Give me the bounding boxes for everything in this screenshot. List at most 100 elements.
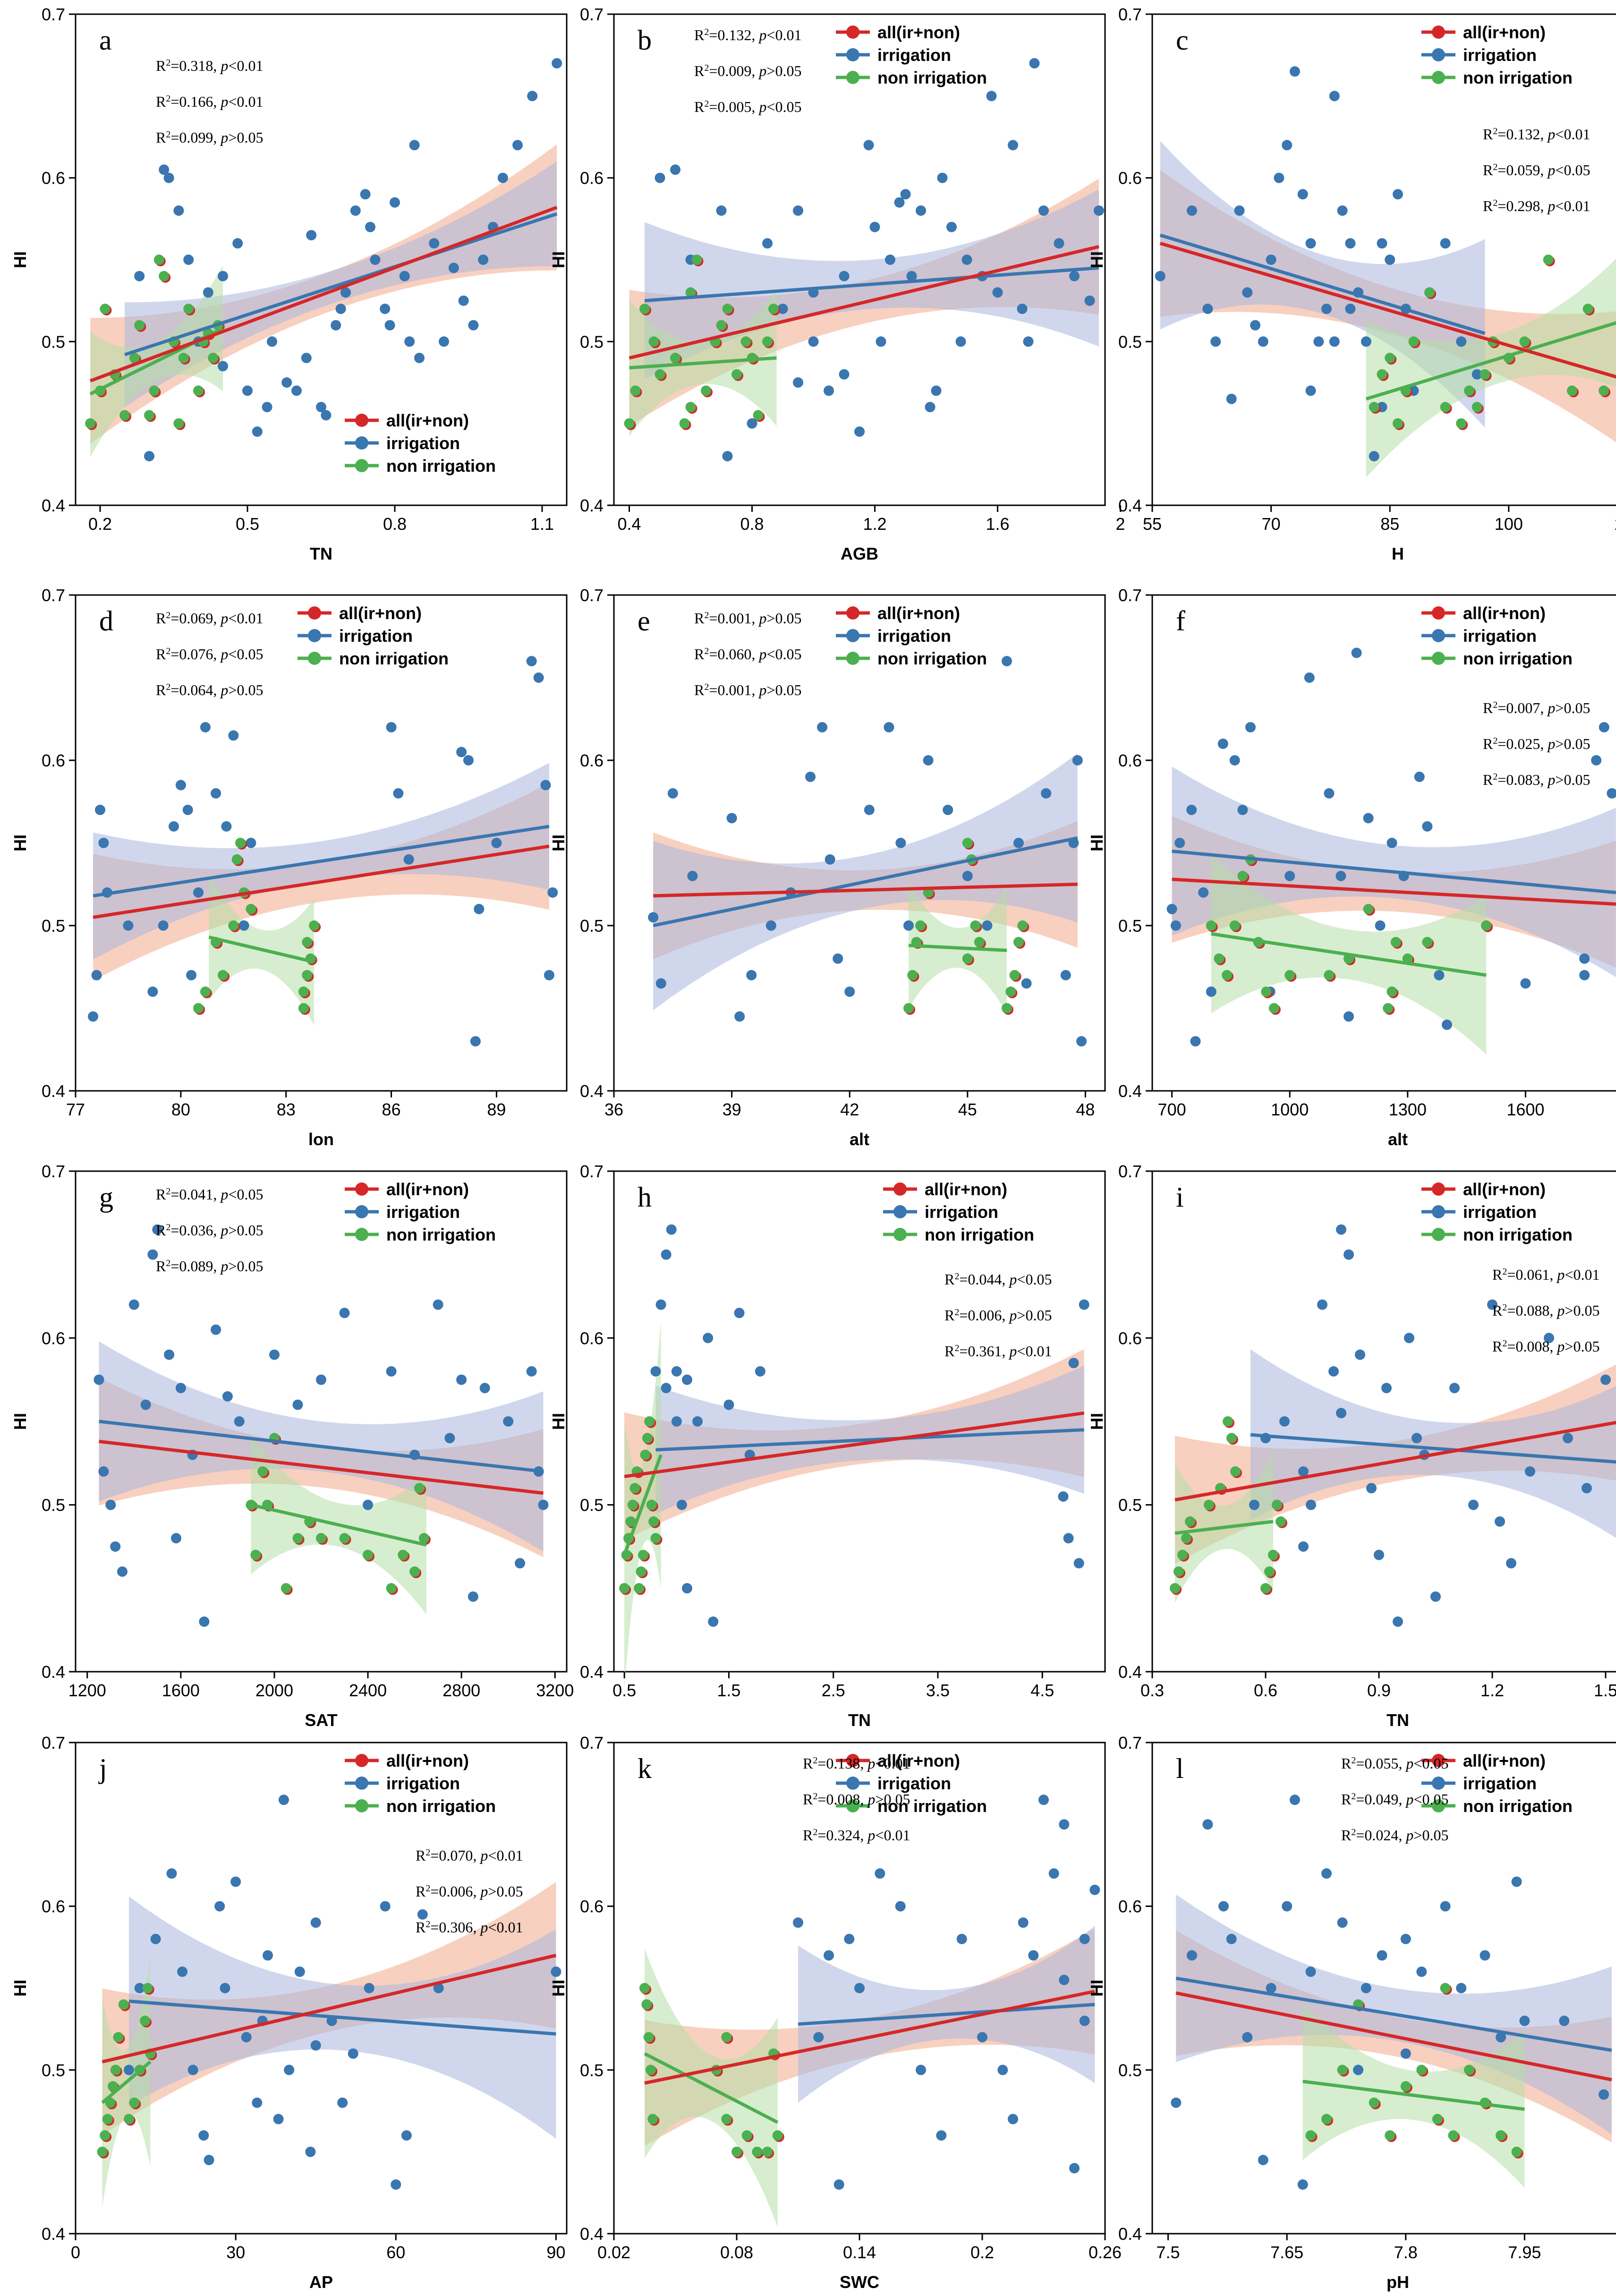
point-irrigation (1440, 1901, 1451, 1912)
point-irrigation (655, 172, 665, 183)
regression-line-irrigation (653, 836, 1078, 927)
r2-stat-line: R2=0.005, p<0.05 (694, 98, 801, 115)
point-non-irrigation (1230, 1466, 1241, 1477)
point-irrigation (350, 205, 361, 216)
panel-h: 0.5 1.5 2.5 3.5 4.5 0.4 0.5 0.6 0.7 TN HI h all(ir+n… (549, 1162, 1106, 1730)
legend-label-nonirr: non irrigation (1463, 649, 1573, 668)
r2-stat-line: R2=0.306, p<0.01 (416, 1919, 523, 1936)
point-non-irrigation (1222, 970, 1233, 980)
point-irrigation (88, 1011, 99, 1022)
point-irrigation (1400, 2048, 1411, 2059)
point-irrigation (310, 2040, 321, 2051)
legend-label-irrigation: irrigation (386, 434, 460, 453)
point-irrigation (982, 920, 993, 931)
regression-line-all (629, 245, 1099, 360)
point-irrigation (650, 1366, 661, 1377)
r2-stat-line: R2=0.132, p<0.01 (694, 26, 801, 43)
point-irrigation (1041, 788, 1052, 799)
point-non-irrigation (193, 1003, 204, 1013)
point-irrigation (1013, 838, 1024, 848)
point-irrigation (538, 1499, 549, 1510)
y-tick-label: 0.7 (42, 586, 65, 605)
legend: all(ir+non) irrigation non irrigation (1421, 1180, 1573, 1244)
r2-stats: R2=0.138, p<0.01 R2=0.008, p>0.05 R2=0.324… (803, 1755, 910, 1844)
point-irrigation (246, 838, 256, 848)
point-irrigation (263, 1950, 273, 1961)
point-non-irrigation (1383, 1003, 1394, 1013)
point-non-irrigation (1480, 369, 1490, 380)
legend-label-nonirr: non irrigation (1463, 1796, 1573, 1816)
point-irrigation (667, 788, 678, 799)
point-irrigation (1468, 1499, 1479, 1510)
point-non-irrigation (1599, 385, 1609, 396)
point-irrigation (186, 970, 197, 980)
point-irrigation (94, 1374, 104, 1385)
point-irrigation (391, 2179, 401, 2190)
point-irrigation (1369, 451, 1379, 461)
point-irrigation (182, 805, 193, 815)
point-non-irrigation (915, 920, 926, 931)
x-tick-label: 86 (382, 1100, 401, 1119)
r2-stat-line: R2=0.007, p>0.05 (1483, 699, 1590, 716)
r2-stats: R2=0.041, p<0.05 R2=0.036, p>0.05 R2=0.089… (156, 1186, 263, 1275)
point-irrigation (1079, 2015, 1090, 2026)
point-irrigation (1060, 970, 1071, 980)
point-irrigation (1563, 1433, 1573, 1444)
x-axis-label: AGB (841, 544, 878, 563)
point-irrigation (854, 1983, 865, 1993)
legend-label-nonirr: non irrigation (386, 1225, 496, 1244)
point-irrigation (1374, 1549, 1384, 1560)
point-non-irrigation (629, 1483, 640, 1494)
y-tick-label: 0.5 (42, 1496, 65, 1515)
panel-letter: a (99, 25, 112, 56)
point-irrigation (1337, 205, 1348, 216)
point-non-irrigation (753, 410, 764, 421)
x-axis-label: AP (309, 2272, 333, 2292)
point-irrigation (291, 385, 302, 396)
legend-label-nonirr: non irrigation (925, 1225, 1034, 1244)
legend-label-irrigation: irrigation (1463, 1202, 1537, 1222)
point-irrigation (393, 788, 404, 799)
point-non-irrigation (257, 1466, 268, 1477)
point-irrigation (1414, 772, 1425, 782)
point-irrigation (1519, 2015, 1530, 2026)
regression-line-nonirr (908, 944, 1007, 952)
point-irrigation (1329, 91, 1340, 102)
point-irrigation (955, 336, 966, 347)
y-tick-label: 0.4 (1118, 2224, 1142, 2244)
point-non-irrigation (762, 2146, 773, 2157)
legend: all(ir+non) irrigation non irrigation (836, 604, 987, 668)
point-non-irrigation (398, 1549, 408, 1560)
point-irrigation (1344, 1249, 1354, 1260)
legend-marker-nonirr (1432, 71, 1445, 84)
point-irrigation (1449, 1383, 1460, 1394)
legend-marker-nonirr (893, 1228, 907, 1241)
point-non-irrigation (193, 385, 204, 396)
point-irrigation (1068, 1358, 1079, 1369)
point-irrigation (228, 730, 239, 741)
y-tick-label: 0.7 (580, 1162, 604, 1181)
point-non-irrigation (970, 920, 981, 931)
point-irrigation (140, 1399, 151, 1410)
point-non-irrigation (624, 418, 635, 429)
point-irrigation (655, 1299, 666, 1310)
point-irrigation (723, 1399, 734, 1410)
point-non-irrigation (1567, 385, 1577, 396)
regression-line-irrigation (1250, 1433, 1616, 1464)
point-irrigation (1321, 1868, 1332, 1879)
point-irrigation (364, 1983, 374, 1993)
point-irrigation (1579, 953, 1590, 964)
point-non-irrigation (643, 2032, 654, 2042)
panel-d: 77 80 83 86 89 0.4 0.5 0.6 0.7 lon HI d all(ir+non) i… (10, 586, 568, 1149)
r2-stats: R2=0.061, p<0.01 R2=0.088, p>0.05 R2=0.008… (1492, 1266, 1599, 1355)
point-non-irrigation (1432, 2114, 1443, 2125)
legend-marker-all (846, 26, 859, 39)
point-irrigation (681, 1583, 692, 1594)
point-irrigation (1174, 838, 1185, 848)
regression-line-all (93, 844, 550, 919)
point-irrigation (863, 140, 874, 151)
point-non-irrigation (316, 1533, 326, 1544)
point-irrigation (448, 263, 459, 273)
point-non-irrigation (647, 2114, 658, 2125)
